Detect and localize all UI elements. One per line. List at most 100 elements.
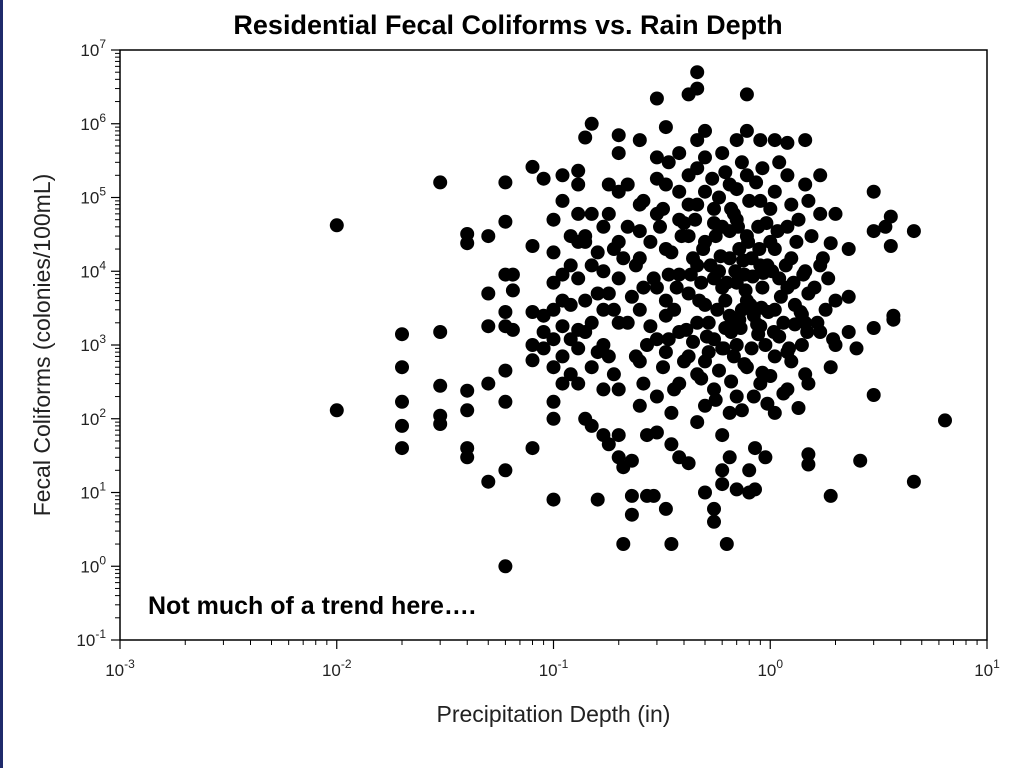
data-point: [742, 463, 757, 478]
data-point: [632, 224, 647, 239]
data-point: [481, 474, 496, 489]
data-point: [801, 457, 816, 472]
data-point: [606, 242, 621, 256]
data-point: [715, 428, 730, 443]
data-point: [661, 267, 676, 282]
data-point: [778, 258, 793, 273]
data-point: [611, 428, 626, 443]
data-point: [649, 91, 664, 106]
data-point: [563, 332, 578, 347]
data-point: [718, 165, 733, 180]
data-point: [395, 441, 409, 456]
data-point: [698, 398, 712, 413]
data-point: [729, 182, 744, 197]
data-point: [690, 415, 705, 430]
y-tick-label: 106: [80, 111, 106, 134]
data-point: [616, 251, 631, 266]
data-point: [703, 258, 718, 273]
data-point: [686, 251, 700, 266]
data-point: [712, 363, 726, 378]
data-point: [498, 175, 513, 190]
data-point: [737, 357, 752, 372]
data-point: [883, 209, 898, 224]
data-point: [656, 201, 670, 216]
data-point: [786, 275, 801, 290]
data-point: [791, 401, 806, 415]
data-point: [738, 283, 753, 298]
data-point: [715, 146, 730, 161]
data-point: [736, 253, 751, 268]
data-point: [546, 275, 561, 290]
data-point: [800, 325, 815, 339]
data-point: [624, 507, 639, 522]
data-point: [498, 463, 513, 478]
data-point: [883, 239, 898, 253]
data-point: [601, 349, 616, 364]
data-point: [729, 133, 744, 148]
y-tick-label: 10-1: [76, 627, 106, 650]
data-point: [789, 234, 804, 249]
data-point: [596, 302, 611, 317]
y-tick-label: 101: [80, 480, 106, 503]
data-point: [525, 441, 540, 456]
data-point: [601, 177, 616, 192]
data-point: [498, 305, 513, 319]
data-point: [571, 271, 586, 286]
data-point: [841, 242, 856, 256]
data-point: [590, 245, 605, 260]
data-point: [698, 184, 712, 199]
data-point: [906, 474, 921, 489]
data-point: [525, 338, 540, 352]
data-point: [810, 315, 825, 330]
data-point: [525, 159, 540, 174]
data-point: [661, 332, 676, 347]
chart-annotation: Not much of a trend here….: [148, 592, 476, 620]
data-point: [611, 271, 626, 286]
data-point: [525, 239, 540, 253]
data-point: [584, 116, 599, 131]
data-point: [760, 396, 775, 411]
data-point: [632, 133, 647, 148]
data-point: [826, 332, 841, 347]
data-point: [707, 382, 721, 397]
data-point: [739, 87, 754, 102]
data-point: [433, 325, 448, 339]
data-point: [794, 338, 809, 352]
x-tick-label: 10-3: [105, 657, 135, 680]
data-point: [707, 201, 721, 216]
data-point: [766, 325, 781, 339]
data-point: [571, 376, 586, 391]
data-point: [776, 315, 791, 330]
x-tick-label: 100: [757, 657, 783, 680]
data-point: [329, 218, 344, 233]
data-point: [753, 133, 768, 148]
data-point: [643, 234, 658, 249]
data-point: [742, 193, 757, 208]
data-point: [505, 267, 520, 282]
data-point: [823, 236, 838, 251]
data-point: [584, 418, 599, 433]
data-point: [672, 146, 687, 161]
data-point: [698, 123, 712, 138]
x-tick-label: 10-2: [322, 657, 352, 680]
y-axis-ticks: 10-1 100 101 102 103 104 105 106 107: [76, 37, 120, 650]
data-point: [661, 155, 676, 170]
data-point: [686, 334, 700, 349]
data-point: [734, 155, 749, 170]
data-point: [653, 219, 667, 234]
data-point: [749, 175, 764, 190]
data-point: [460, 236, 475, 251]
data-point: [536, 341, 551, 356]
data-point: [329, 403, 344, 418]
data-point: [460, 403, 475, 418]
data-point: [773, 289, 788, 304]
data-point: [546, 302, 561, 317]
data-point: [733, 321, 748, 335]
data-point: [770, 224, 785, 239]
data-point: [739, 123, 754, 138]
data-point: [611, 382, 626, 397]
data-point: [667, 382, 682, 397]
data-point: [696, 242, 711, 256]
data-point: [505, 322, 520, 337]
data-point: [624, 453, 639, 468]
